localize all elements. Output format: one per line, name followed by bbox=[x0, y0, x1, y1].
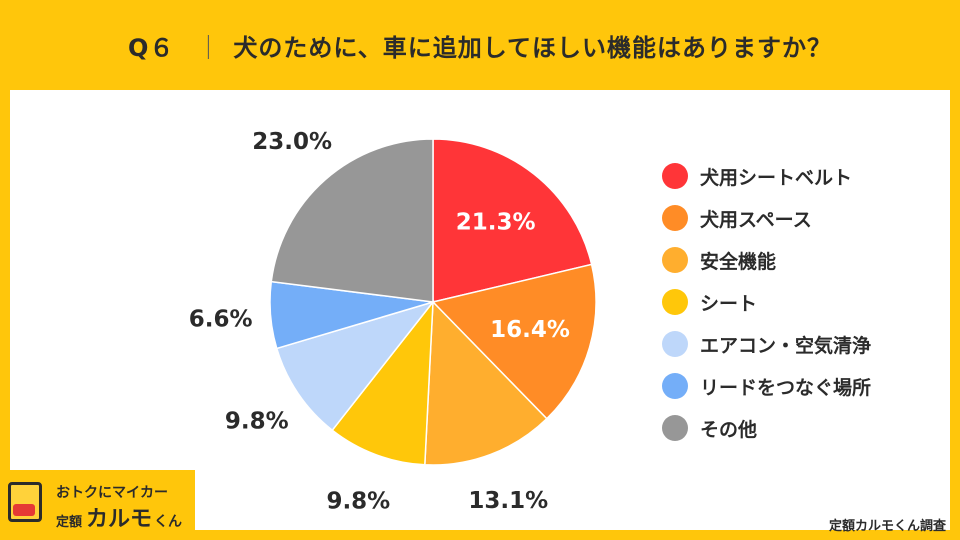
question-number: Q６ bbox=[128, 33, 175, 62]
logo-suffix: くん bbox=[154, 514, 183, 530]
legend-swatch bbox=[662, 163, 688, 189]
legend-label: リードをつなぐ場所 bbox=[700, 376, 872, 399]
slice-value-label: 9.8% bbox=[326, 488, 390, 514]
brand-logo: おトクにマイカー 定額 カルモ くん bbox=[0, 470, 195, 533]
chart-panel: 21.3% 16.4% 13.1% 9.8% 9.8% 6.6% 23.0% 犬用シートベル… bbox=[10, 90, 950, 530]
legend-swatch bbox=[662, 415, 688, 441]
logo-tagline: おトクにマイカー bbox=[56, 485, 168, 501]
legend-item: 安全機能 bbox=[662, 239, 871, 281]
legend-swatch bbox=[662, 289, 688, 315]
pie-slice bbox=[432, 138, 593, 303]
legend-swatch bbox=[662, 331, 688, 357]
legend-swatch bbox=[662, 205, 688, 231]
question-title: Q６ ｜ 犬のために、車に追加してほしい機能はありますか？ bbox=[0, 0, 960, 90]
logo-name: 定額 カルモ くん bbox=[56, 501, 182, 533]
slice-value-label: 6.6% bbox=[189, 306, 253, 332]
source-note: 定額カルモくん調査 bbox=[828, 519, 946, 534]
chart-legend: 犬用シートベルト 犬用スペース 安全機能シートエアコン・空気清浄 リードをつなぐ場所そ… bbox=[662, 155, 871, 449]
legend-item: 犬用スペース bbox=[662, 197, 871, 239]
legend-label: 犬用スペース bbox=[700, 208, 812, 231]
legend-label: シート bbox=[700, 292, 758, 315]
legend-item: 犬用シートベルト bbox=[662, 155, 871, 197]
pie-slice bbox=[424, 300, 548, 466]
legend-label: その他 bbox=[700, 418, 758, 441]
slice-value-label: 21.3% bbox=[456, 210, 536, 236]
question-text: 犬のために、車に追加してほしい機能はありますか？ bbox=[233, 33, 832, 62]
logo-prefix: 定額 bbox=[56, 515, 83, 530]
slice-value-label: 16.4% bbox=[490, 317, 570, 343]
pie-slice bbox=[431, 263, 597, 420]
logo-car-icon bbox=[8, 482, 42, 522]
slice-value-label: 9.8% bbox=[225, 409, 289, 435]
slice-value-label: 23.0% bbox=[252, 129, 332, 155]
legend-label: 犬用シートベルト bbox=[700, 166, 853, 189]
pie-slice bbox=[331, 299, 434, 466]
title-separator: ｜ bbox=[196, 33, 222, 62]
legend-item: その他 bbox=[662, 407, 871, 449]
pie-slice bbox=[270, 138, 434, 303]
legend-label: エアコン・空気清浄 bbox=[700, 334, 872, 357]
logo-main: カルモ bbox=[86, 507, 153, 532]
legend-label: 安全機能 bbox=[700, 250, 777, 273]
pie-slice bbox=[275, 300, 436, 432]
legend-swatch bbox=[662, 247, 688, 273]
legend-item: エアコン・空気清浄 bbox=[662, 323, 871, 365]
slice-value-label: 13.1% bbox=[468, 488, 548, 514]
pie-chart: 21.3% 16.4% 13.1% 9.8% 9.8% 6.6% 23.0% bbox=[189, 129, 597, 514]
legend-item: リードをつなぐ場所 bbox=[662, 365, 871, 407]
legend-item: シート bbox=[662, 281, 871, 323]
legend-swatch bbox=[662, 373, 688, 399]
